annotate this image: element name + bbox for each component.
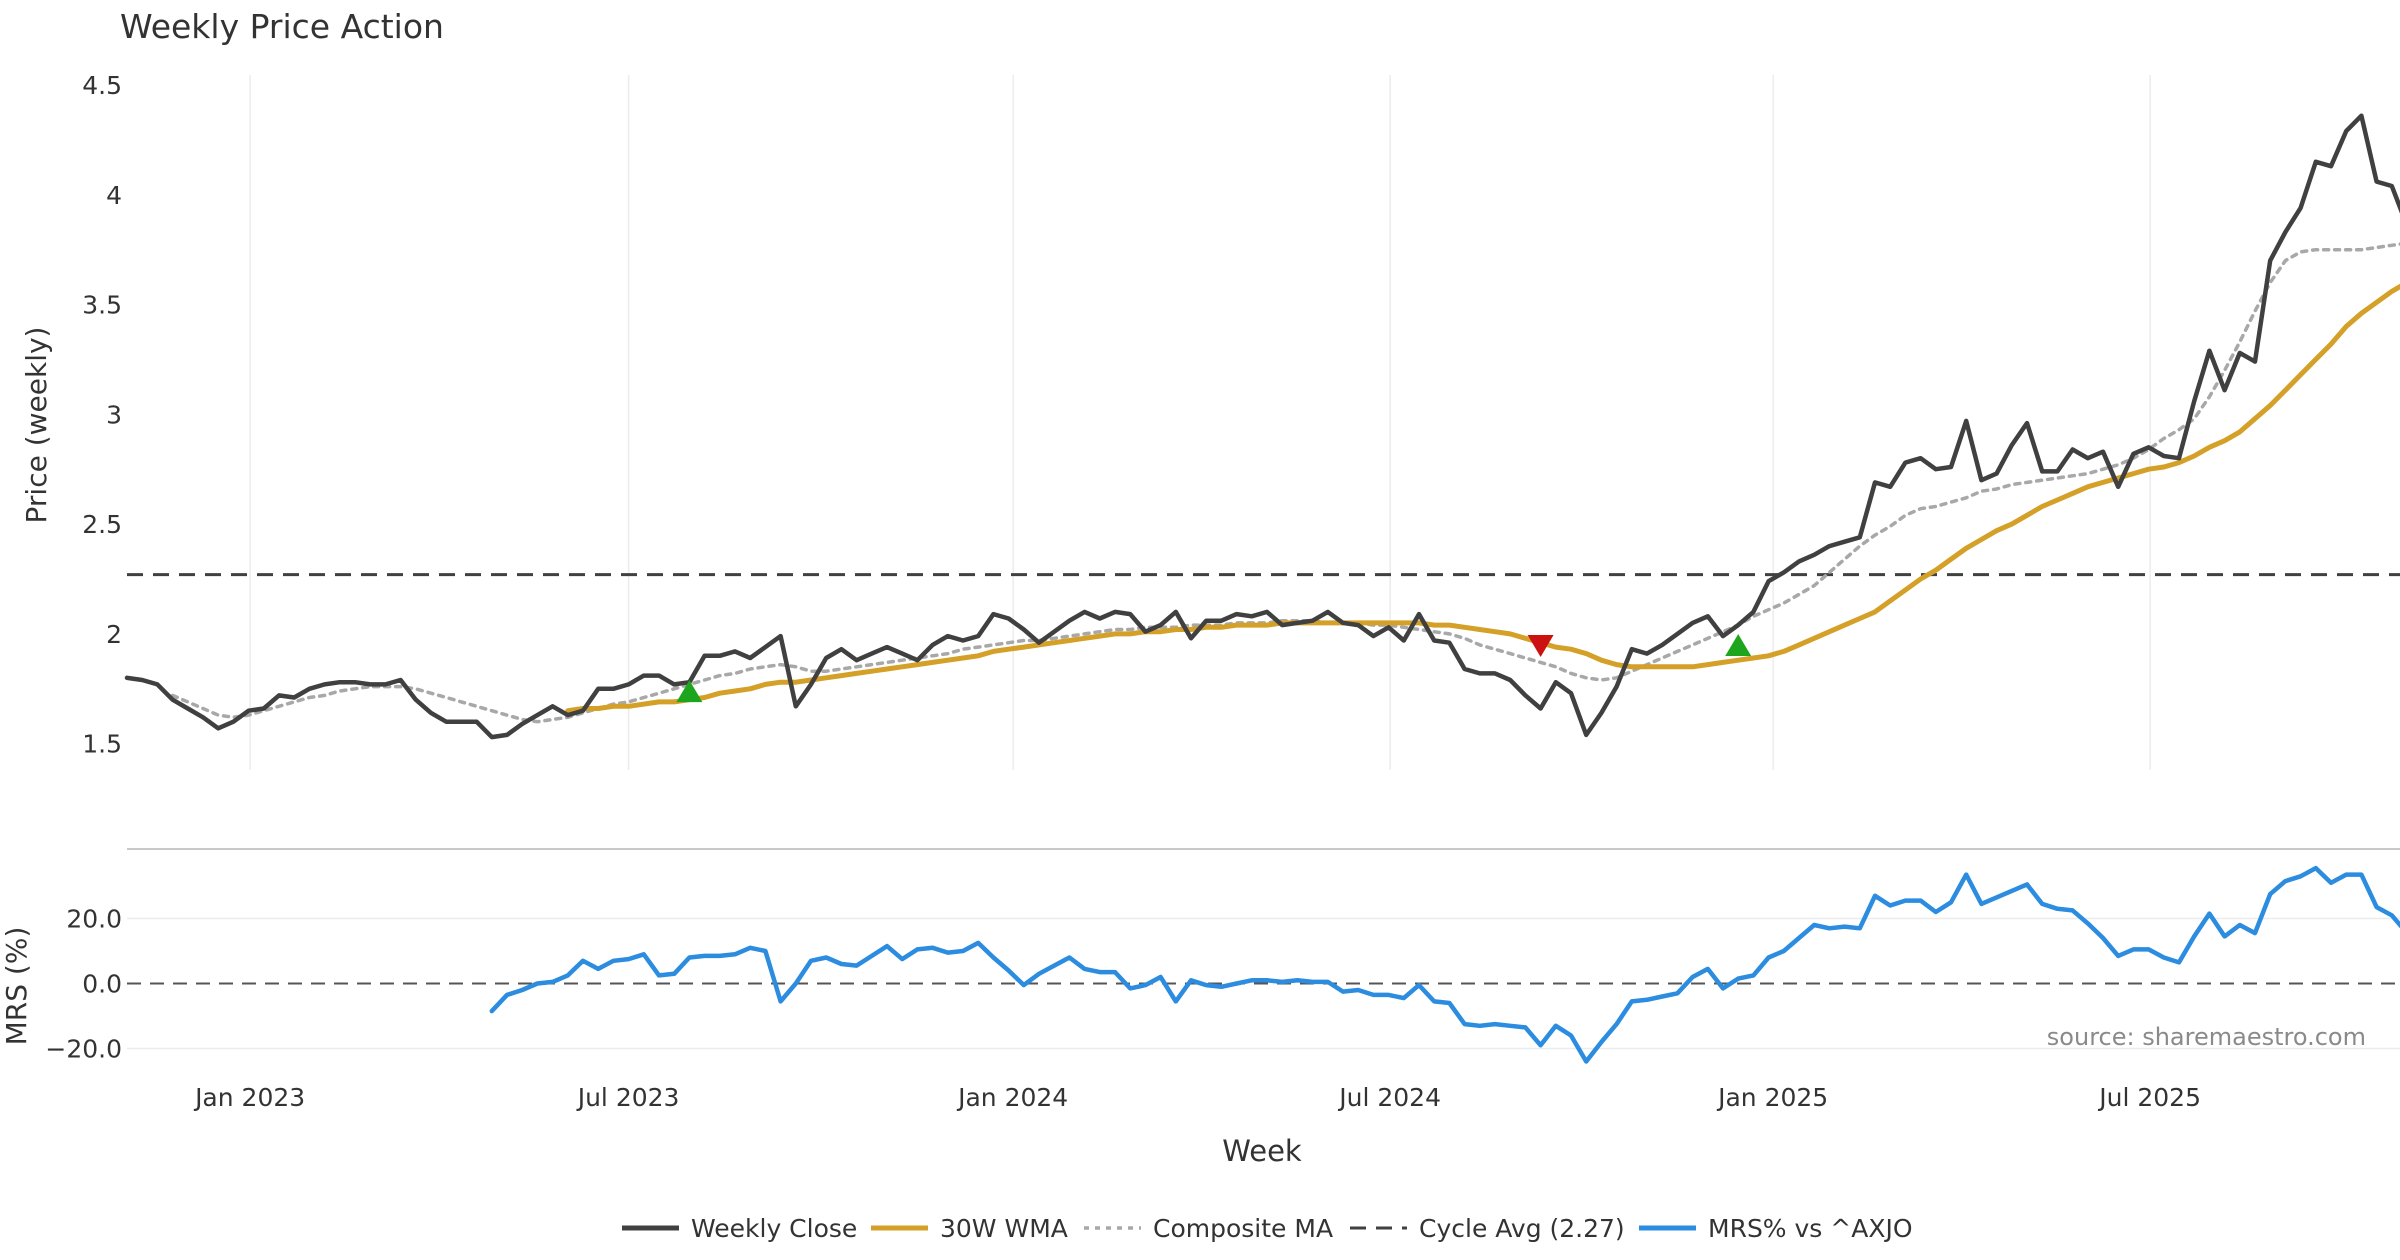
source-watermark: source: sharemaestro.com xyxy=(2047,1023,2366,1051)
mrs-series-layer xyxy=(489,865,2400,1064)
mrs-y-tick-labels: −20.0 0.0 20.0 xyxy=(45,905,122,1064)
mrs-y-tick-label: 0.0 xyxy=(82,970,122,999)
x-tick-labels: Jan 2023 Jul 2023 Jan 2024 Jul 2024 Jan 2025… xyxy=(193,1083,2201,1112)
x-tick-label: Jul 2025 xyxy=(2097,1083,2201,1112)
legend-label: Cycle Avg (2.27) xyxy=(1419,1214,1625,1243)
legend-label: Weekly Close xyxy=(691,1214,857,1243)
price-panel-grid xyxy=(249,75,2151,770)
mrs-line xyxy=(489,865,2400,1064)
x-tick-label: Jul 2024 xyxy=(1337,1083,1441,1112)
x-axis-label: Week xyxy=(1222,1134,1302,1168)
price-y-tick-label: 2.5 xyxy=(82,510,122,539)
x-tick-label: Jan 2025 xyxy=(1716,1083,1828,1112)
legend: Weekly Close 30W WMA Composite MA Cycle Avg… xyxy=(622,1214,1913,1243)
signal-markers xyxy=(676,634,1752,703)
mrs-axis-label: MRS (%) xyxy=(0,927,33,1046)
x-tick-label: Jan 2024 xyxy=(956,1083,1068,1112)
mrs-y-tick-label: −20.0 xyxy=(45,1035,122,1064)
x-tick-label: Jul 2023 xyxy=(576,1083,680,1112)
legend-label: Composite MA xyxy=(1153,1214,1333,1243)
weekly-close-line xyxy=(124,113,2400,740)
price-series-layer xyxy=(124,113,2400,740)
legend-label: MRS% vs ^AXJO xyxy=(1708,1214,1913,1243)
legend-label: 30W WMA xyxy=(940,1214,1068,1243)
price-axis-label: Price (weekly) xyxy=(20,327,53,524)
price-y-tick-label: 4.5 xyxy=(82,71,122,100)
price-y-tick-labels: 1.5 2 2.5 3 3.5 4 4.5 xyxy=(82,71,122,759)
sell-signal-marker xyxy=(1527,635,1554,658)
mrs-panel-grid xyxy=(127,917,2400,1050)
buy-signal-marker xyxy=(1725,634,1752,657)
price-y-tick-label: 4 xyxy=(106,181,122,210)
buy-signal-marker xyxy=(676,680,703,703)
price-y-tick-label: 3.5 xyxy=(82,291,122,320)
price-y-tick-label: 3 xyxy=(106,400,122,429)
mrs-y-tick-label: 20.0 xyxy=(66,905,122,934)
composite-ma-line xyxy=(170,242,2400,724)
chart-title: Weekly Price Action xyxy=(120,7,444,46)
price-y-tick-label: 2 xyxy=(106,620,122,649)
x-tick-label: Jan 2023 xyxy=(193,1083,305,1112)
wma-30w-line xyxy=(565,283,2400,714)
price-y-tick-label: 1.5 xyxy=(82,730,122,759)
